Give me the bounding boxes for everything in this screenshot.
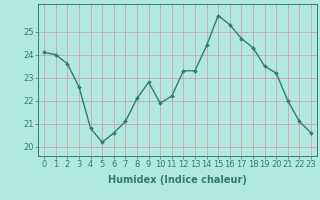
X-axis label: Humidex (Indice chaleur): Humidex (Indice chaleur) (108, 175, 247, 185)
